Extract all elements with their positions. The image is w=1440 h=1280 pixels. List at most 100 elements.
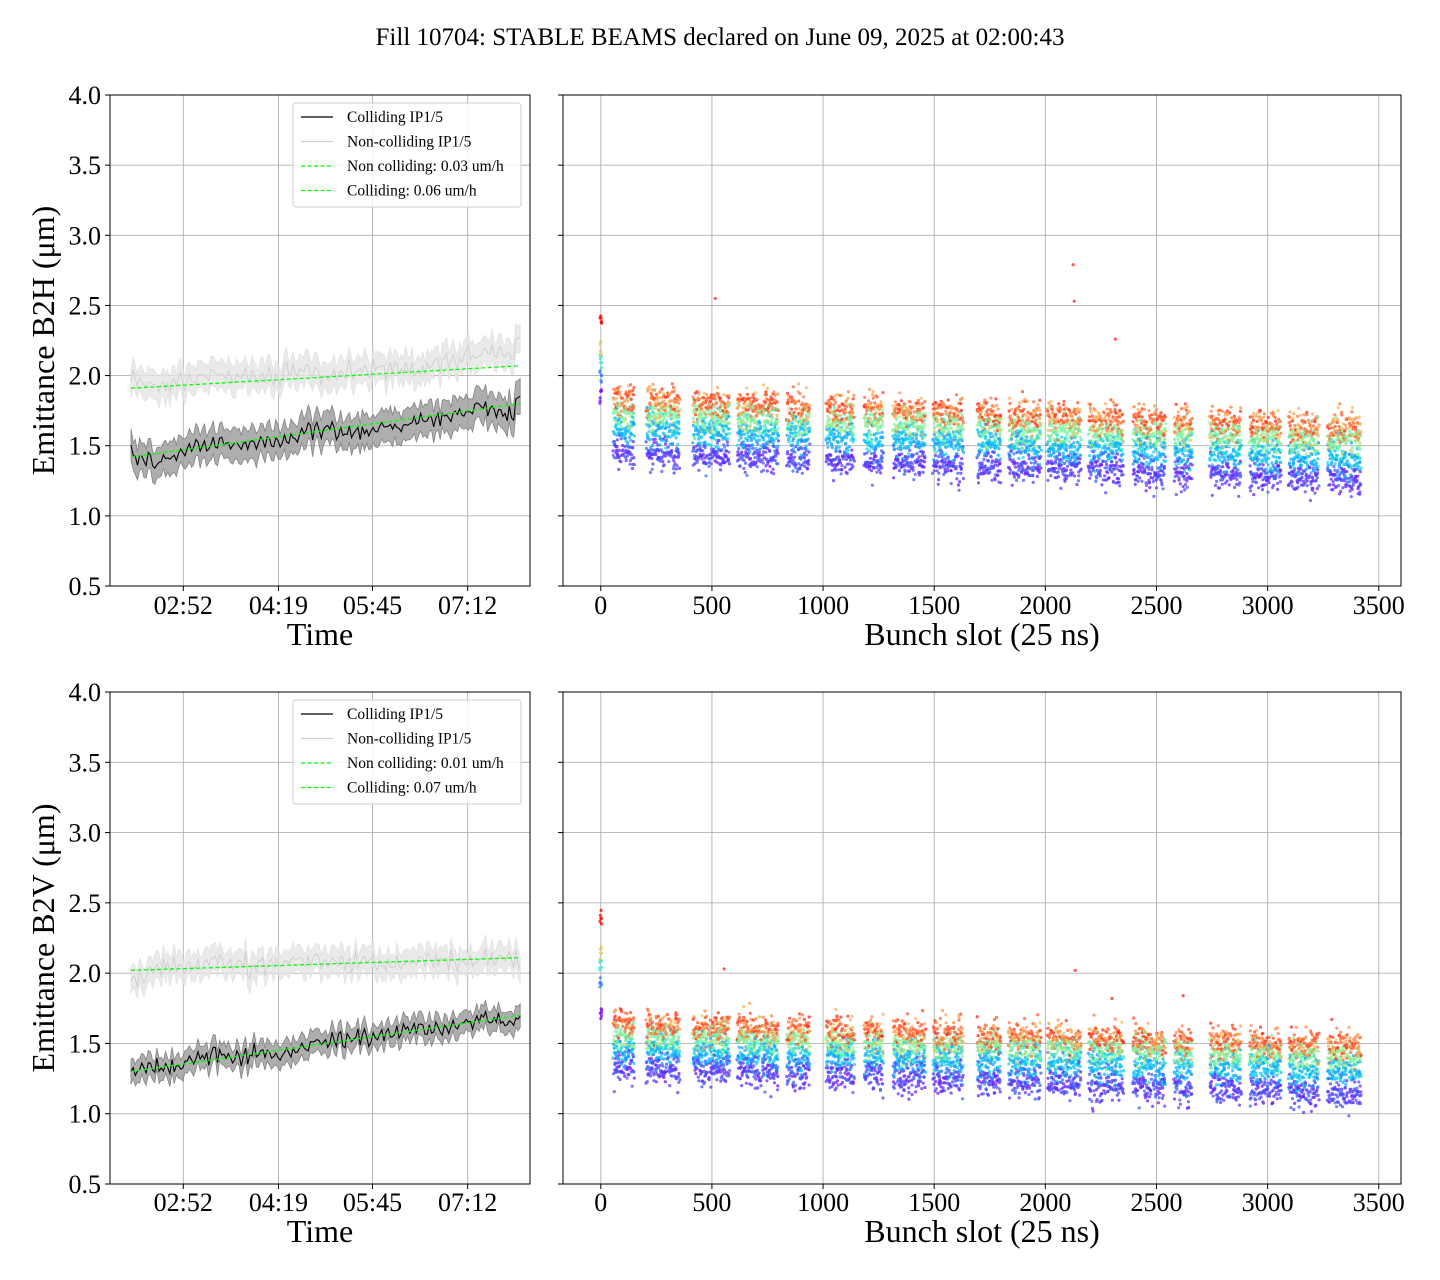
bunch-point [1172,479,1176,483]
bunch-point [751,443,755,447]
bunch-point [949,426,954,430]
axes-frame [109,94,531,587]
bunch-point [654,407,658,411]
bunch-point [612,440,617,444]
bunch-point [1141,462,1146,466]
bunch-point [1017,404,1021,409]
bunch-point [624,390,628,394]
bunch-point [625,454,630,458]
bunch-point [1034,418,1038,422]
bunch-point [1176,437,1180,442]
bunch-point [1163,426,1167,431]
bunch-point [871,389,875,394]
bunch-point [725,440,730,444]
bunch-point [840,464,844,468]
x-axis: 02:52 04:19 05:45 07:12 [154,586,497,620]
bunch-point [1144,483,1149,487]
bunch-point [665,438,669,442]
bunch-point [1154,486,1159,490]
bunch-point [707,420,711,424]
bunch-point [1056,433,1060,438]
bunch-point [724,424,729,428]
bunch-point [727,401,732,405]
bunch-point [701,449,705,453]
bunch-point [1035,433,1039,437]
bunch-point [797,407,801,411]
bunch-point [660,396,664,400]
bunch-point [958,480,962,484]
bunch-point [697,468,701,472]
bunch-point [775,400,779,404]
bunch-point [738,416,742,421]
bunch-point [704,401,708,405]
bunch-point [776,434,781,438]
bunch-point [1214,459,1218,463]
bunch-point [880,408,885,412]
bunch-point [834,445,839,449]
bunch-point [1090,462,1094,466]
bunch-point [662,399,666,403]
bunch-point [677,466,682,470]
bunch-point [852,425,856,429]
bunch-point [798,391,802,396]
bunch-point [622,399,627,404]
bunch-point [612,398,616,402]
bunch-point [700,435,704,439]
bunch-point [921,470,925,474]
bunch-point [1190,427,1194,431]
bunch-point [756,442,760,446]
bunch-point [1088,454,1092,458]
bunch-point [657,408,661,412]
bunch-point [1182,423,1186,427]
bunch-point [894,441,898,445]
std-band [130,322,521,409]
bunch-point [880,444,885,448]
bunch-point [662,463,666,467]
bunch-point [1016,415,1020,419]
bunch-point [632,456,636,460]
bunch-point [727,421,731,425]
bunch-point [1189,438,1193,442]
bunch-point [740,450,744,454]
bunch-point [1154,408,1158,412]
bunch-point [1090,439,1094,443]
bunch-point [838,433,842,437]
bunch-point [678,397,682,401]
bunch-point [667,460,671,464]
bunch-point [742,458,746,463]
bunch-point [994,432,998,436]
bunch-point [678,408,682,412]
bunch-point [1190,455,1194,459]
bunch-point [615,445,619,449]
bunch-point [838,450,842,454]
bunch-point [870,483,875,487]
bunch-point [765,469,769,473]
bunch-point [1186,457,1190,462]
bunch-point [1135,427,1139,431]
bunch-point [1104,491,1108,495]
bunch-point [1060,459,1064,463]
bunch-point [874,447,878,451]
bunch-point [1147,409,1151,413]
x-tick-label: 04:19 [249,591,308,620]
bunch-point [875,428,880,433]
bunch-point [1061,403,1066,407]
bunch-point [1179,415,1183,419]
bunch-point [715,401,719,405]
bunch-point [759,424,763,428]
bunch-point [1110,420,1114,424]
bunch-point [897,469,902,473]
bunch-point [871,396,875,400]
bunch-point [933,404,937,408]
bunch-point [934,431,939,435]
bunch-point [676,394,680,398]
bunch-point [1064,426,1068,430]
bunch-point [1056,470,1060,474]
bunch-point [654,412,658,416]
bunch-point [1136,450,1140,454]
bunch-point [1036,403,1040,407]
bunch-point [892,447,897,451]
bunch-point [668,392,672,396]
bunch-point [616,412,620,416]
bunch-point [1103,419,1108,423]
